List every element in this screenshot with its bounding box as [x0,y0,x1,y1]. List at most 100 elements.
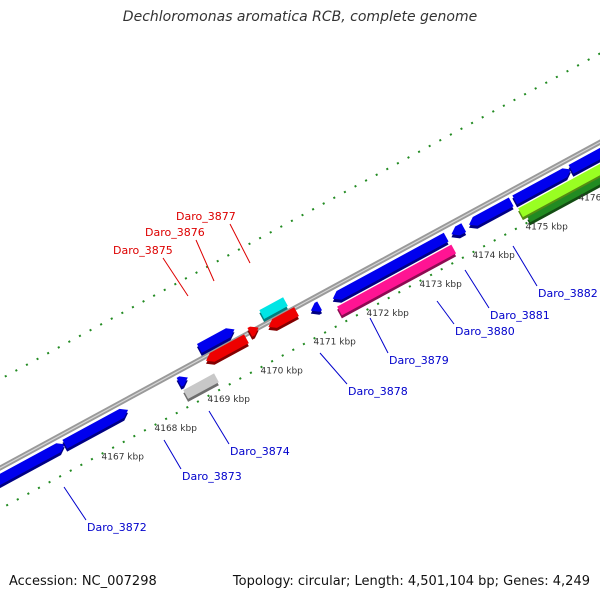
gene-feature [0,443,65,486]
inner-ruler-tick [122,440,126,444]
ruler-labels: 4167 kbp 4168 kbp 4169 kbp 4170 kbp 4171 kbp… [102,194,600,463]
inner-ruler-tick [154,423,157,426]
gene-label: Daro_3877 [176,210,236,223]
inner-ruler-tick [450,262,454,265]
inner-ruler-tick [48,480,51,484]
inner-ruler-tick [249,371,253,375]
outer-ruler-tick [279,225,283,228]
outer-ruler-tick [269,230,273,234]
gene-feature [176,376,188,387]
gene-feature [259,297,288,319]
ruler-label: 4175 kbp [525,222,568,232]
gene-feature [62,408,129,449]
gene-feature [512,168,571,205]
gene-feature [527,177,600,223]
gene-label: Daro_3882 [538,287,598,300]
inner-ruler-tick [514,227,518,231]
outer-ruler-tick [491,110,495,113]
gene-feature [518,163,600,218]
inner-ruler-tick [79,463,83,467]
outer-ruler-tick [25,363,29,367]
gene-feature [568,147,600,174]
inner-ruler-tick [58,475,62,478]
outer-ruler-tick [216,259,220,263]
outer-ruler-tick [555,75,559,79]
leader-line [464,269,490,309]
outer-ruler-tick [449,133,453,136]
gene-feature [196,328,235,353]
inner-ruler-tick [355,313,359,317]
inner-ruler-tick [482,244,486,248]
outer-ruler-tick [290,219,294,223]
gene-feature [268,307,299,328]
outer-ruler-tick [173,282,177,286]
outer-ruler-tick [67,340,71,344]
ruler-label: 4170 kbp [260,366,303,376]
leader-line [208,410,230,445]
outer-ruler-tick [237,248,241,251]
gene-label: Daro_3880 [455,325,515,338]
inner-ruler-ticks [5,182,600,507]
inner-ruler-tick [228,382,232,386]
outer-ruler-tick [322,202,326,205]
outer-ruler-tick [131,305,135,309]
gene-label: Daro_3876 [145,226,205,239]
inner-ruler-tick [419,279,422,283]
ruler-label: 4172 kbp [366,309,409,319]
outer-ruler-tick [195,271,198,274]
leader-line [63,486,87,521]
inner-ruler-tick [270,359,274,363]
inner-ruler-tick [207,394,210,398]
outer-ruler-tick [142,300,145,303]
outer-ruler-tick [354,184,357,188]
gene-label: Daro_3878 [348,385,408,398]
outer-ruler-tick [110,317,114,320]
inner-ruler-tick [16,498,20,501]
outer-ruler-tick [396,161,400,165]
inner-ruler-tick [37,486,41,490]
outer-ruler-tick [375,173,379,177]
inner-ruler-tick [493,239,497,242]
outer-ruler-tick [14,369,18,372]
inner-ruler-tick [260,365,263,369]
inner-ruler-tick [291,348,295,352]
outer-ruler-tick [417,150,421,154]
inner-ruler-tick [302,342,306,346]
outer-ruler-tick [544,81,548,85]
outer-ruler-ticks [4,52,600,378]
inner-ruler-tick [334,325,338,329]
leader-line [436,300,455,325]
outer-ruler-tick [311,207,315,211]
leader-line [163,439,182,470]
outer-ruler-tick [226,253,230,257]
gene-label: Daro_3881 [490,309,550,322]
outer-ruler-tick [248,242,251,246]
outer-ruler-tick [481,115,485,119]
inner-ruler-tick [185,405,189,409]
inner-ruler-tick [69,469,73,472]
accession-text: Accession: NC_007298 [9,574,157,589]
inner-ruler-tick [376,302,380,306]
inner-ruler-tick [461,256,465,260]
outer-ruler-tick [566,69,569,73]
inner-ruler-tick [313,336,316,340]
inner-ruler-tick [397,290,401,294]
inner-ruler-tick [503,233,507,237]
gene-labels: Daro_3872 Daro_3873 Daro_3874 Daro_3875 Daro… [87,210,598,534]
leader-line [229,223,251,264]
genome-summary-text: Topology: circular; Length: 4,501,104 bp… [232,574,590,589]
outer-ruler-tick [470,121,474,125]
outer-ruler-tick [36,357,39,361]
ruler-label: 4174 kbp [472,251,515,261]
gene-feature [337,244,457,316]
inner-ruler-tick [472,250,475,254]
outer-ruler-tick [523,92,527,96]
gene-feature [183,373,219,399]
inner-ruler-tick [101,451,104,455]
outer-ruler-tick [120,311,124,315]
inner-ruler-tick [196,400,200,403]
outer-ruler-tick [46,351,50,355]
outer-ruler-tick [205,265,209,269]
inner-ruler-tick [175,411,179,415]
outer-ruler-tick [332,196,336,200]
